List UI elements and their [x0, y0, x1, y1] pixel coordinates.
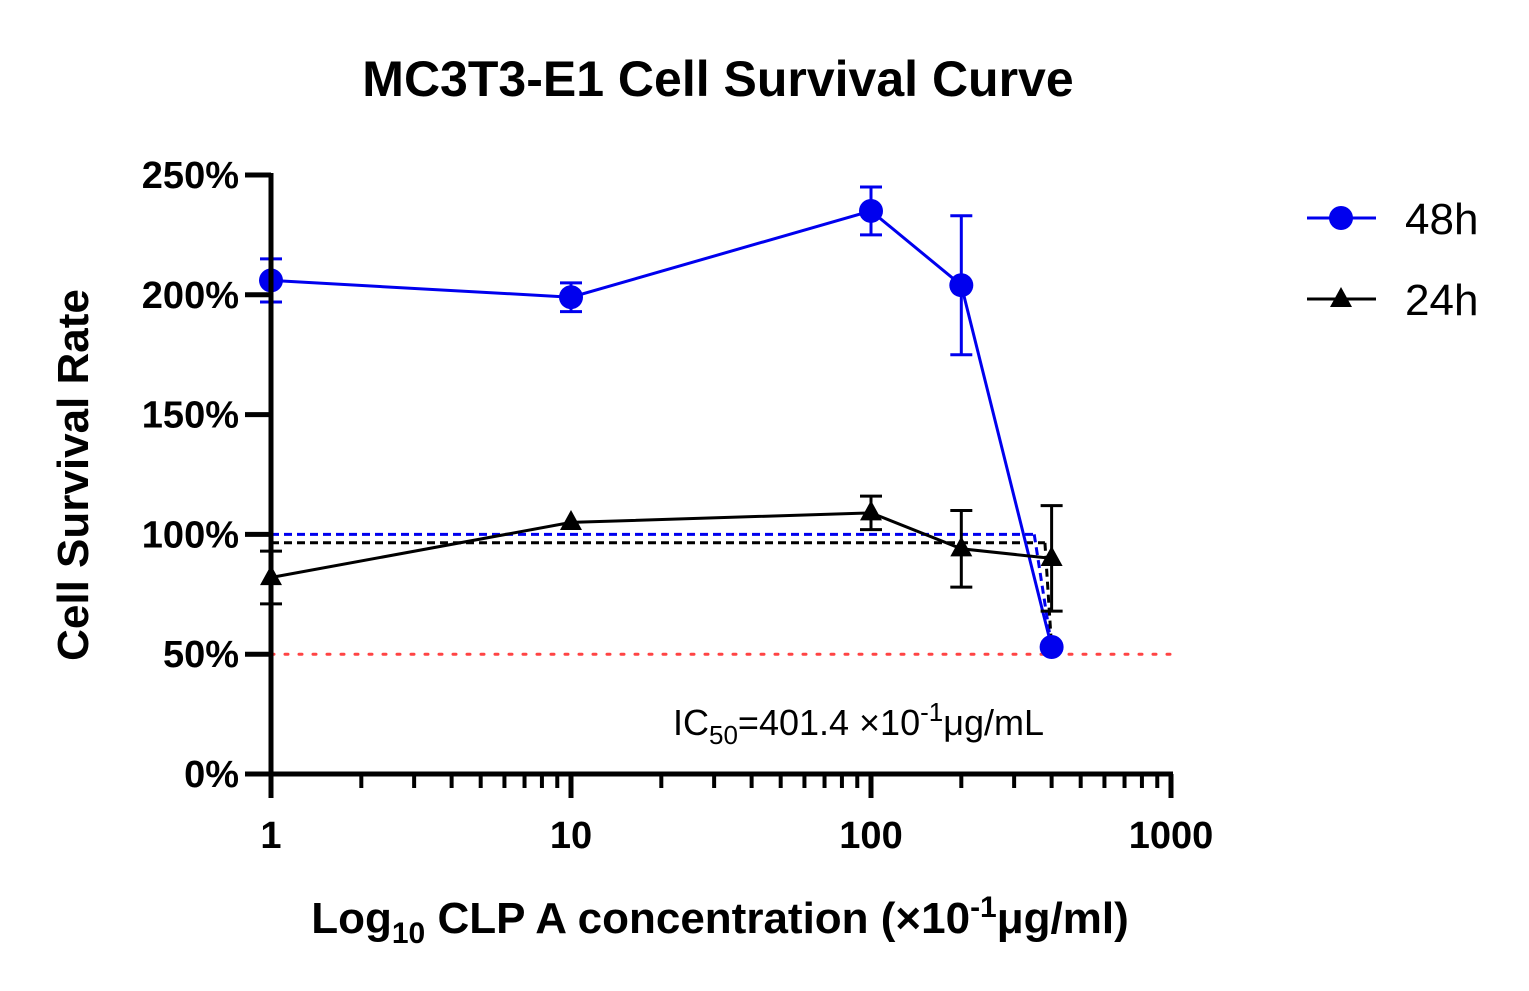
y-tick-label: 50% [163, 634, 239, 676]
x-tick-label: 1000 [1129, 815, 1214, 857]
y-tick-label: 0% [184, 754, 239, 796]
legend-marker-circle [1329, 206, 1353, 230]
ic50-annotation: IC50=401.4 ×10-1μg/mL [673, 697, 1044, 750]
series-layer [259, 185, 1064, 660]
series-24h [260, 494, 1063, 613]
y-tick-label: 100% [142, 514, 239, 556]
y-tick-label: 150% [142, 395, 239, 437]
series-line-24h [270, 511, 1052, 580]
legend-marker-triangle [1330, 287, 1352, 307]
series-48h [259, 185, 1064, 660]
x-tick-label: 100 [839, 815, 902, 857]
data-point-48h-4 [1039, 635, 1064, 660]
x-tick-label: 1 [260, 815, 281, 857]
data-point-48h-3 [949, 273, 974, 298]
legend: 48h 24h [1307, 195, 1478, 325]
x-tick-label: 10 [550, 815, 592, 857]
data-point-24h-4 [1040, 545, 1063, 566]
y-axis-label: Cell Survival Rate [49, 289, 98, 661]
chart-title: MC3T3-E1 Cell Survival Curve [362, 51, 1073, 107]
legend-label: 48h [1405, 195, 1478, 244]
y-tick-label: 250% [142, 155, 239, 197]
series-line-48h [270, 209, 1054, 648]
ic50-connector-blue [1032, 534, 1054, 648]
data-point-24h-2 [860, 500, 882, 521]
x-axis-label: Log10 CLP A concentration (×10-1μg/ml) [311, 891, 1129, 950]
data-point-24h-1 [560, 510, 582, 531]
legend-label: 24h [1405, 276, 1478, 325]
legend-item-24h: 24h [1307, 276, 1478, 325]
y-tick-label: 200% [142, 275, 239, 317]
data-point-48h-2 [859, 198, 883, 223]
axes: 0% 50% 100% 150% 200% 250% 1 10 100 1000 [142, 155, 1213, 857]
data-point-24h-3 [950, 536, 973, 557]
legend-item-48h: 48h [1307, 195, 1478, 244]
data-point-48h-1 [559, 285, 583, 310]
